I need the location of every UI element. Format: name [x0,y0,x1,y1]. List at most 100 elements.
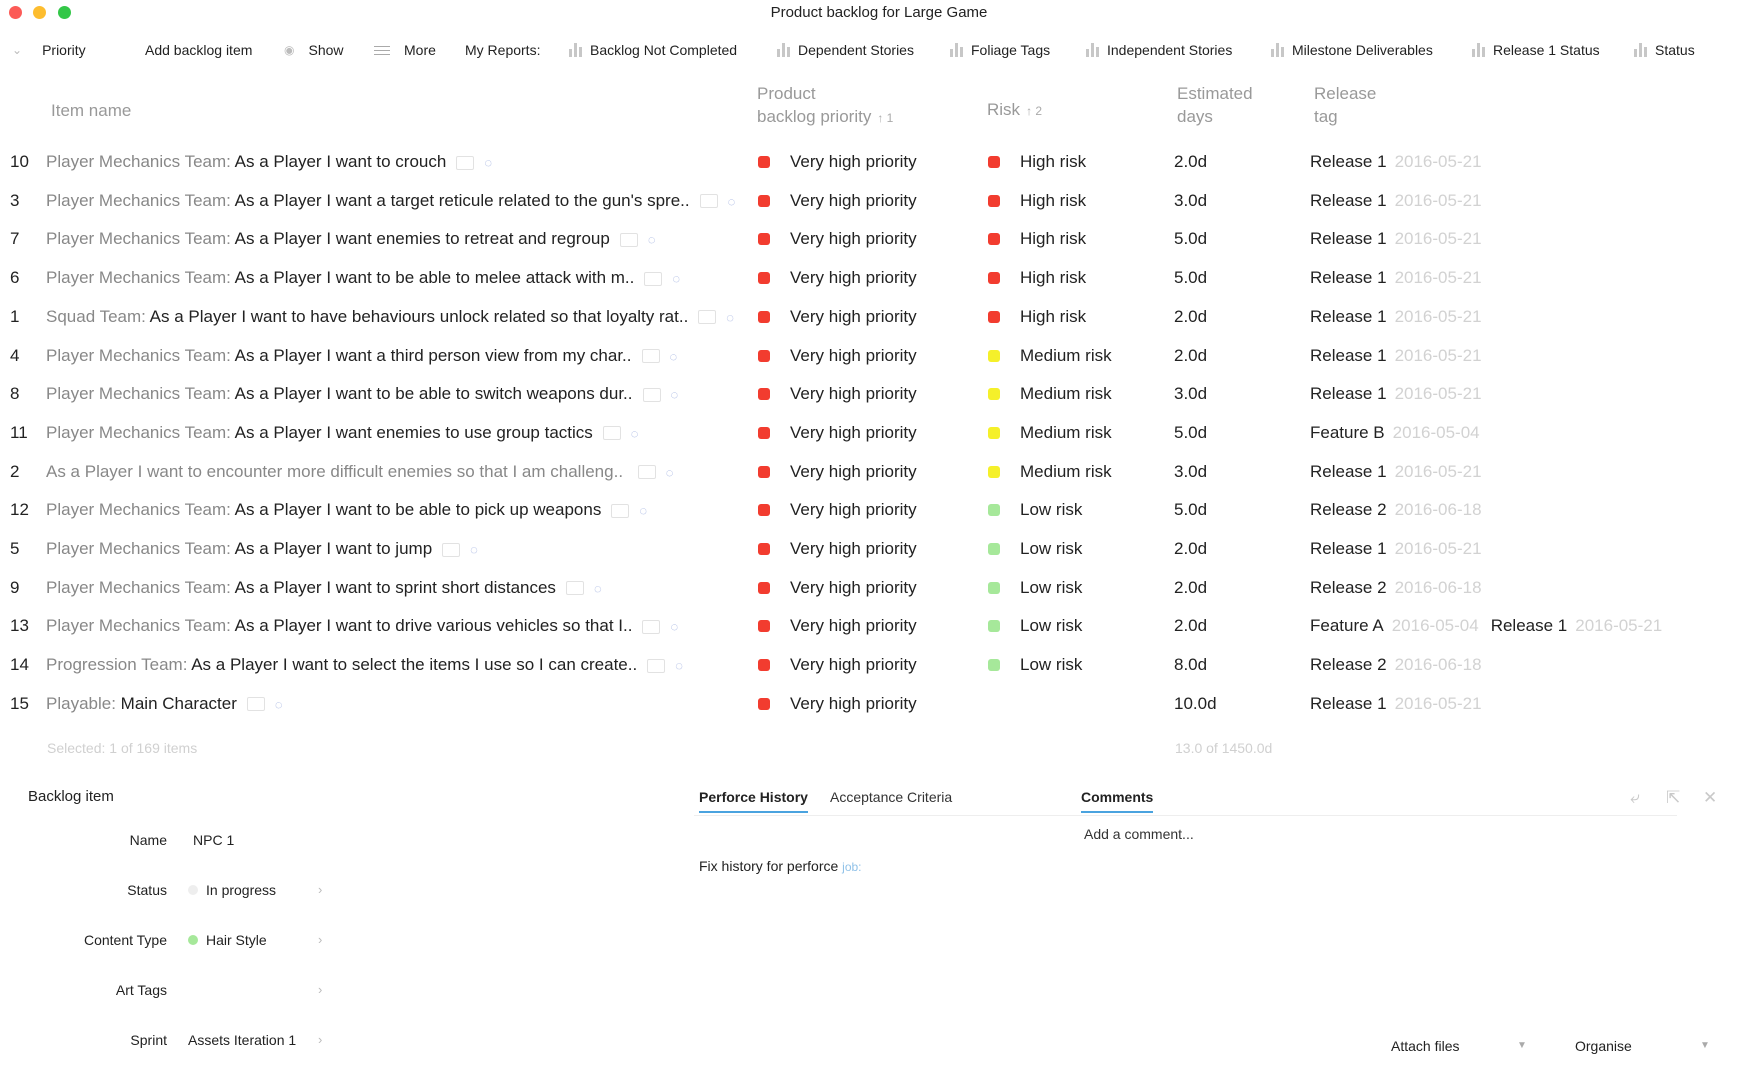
attachment-icon [642,619,661,634]
sync-icon: ◌ [670,619,679,635]
item-text: As a Player I want to be able to pick up… [234,500,602,520]
item-name: Player Mechanics Team: As a Player I wan… [46,346,736,366]
row-number: 1 [10,306,20,326]
risk-value: High risk [1020,229,1087,249]
priority-color-dot [758,465,770,478]
header-priority[interactable]: Product backlog priority ↑ 1 [757,82,893,130]
row-number: 15 [10,693,29,713]
table-row[interactable]: 6 Player Mechanics Team: As a Player I w… [0,258,1758,297]
table-row[interactable]: 9 Player Mechanics Team: As a Player I w… [0,568,1758,607]
chevron-right-icon[interactable]: › [318,932,323,947]
table-row[interactable]: 5 Player Mechanics Team: As a Player I w… [0,529,1758,568]
add-backlog-item-button[interactable]: Add backlog item [145,42,252,58]
risk-value: High risk [1020,306,1087,326]
table-row[interactable]: 15 Playable: Main Character ◌ Very high p… [0,684,1758,723]
content-type-field[interactable]: Hair Style [188,932,267,948]
row-number: 2 [10,461,20,481]
status-value: In progress [206,882,277,898]
table-row[interactable]: 7 Player Mechanics Team: As a Player I w… [0,219,1758,258]
priority-label: Priority [42,42,86,58]
report-status[interactable]: Status [1634,42,1695,58]
item-text: As a Player I want a third person view f… [234,345,632,365]
release-name: Release 1 [1310,539,1387,558]
report-foliage-tags[interactable]: Foliage Tags [950,42,1050,58]
report-release-1-status[interactable]: Release 1 Status [1472,42,1600,58]
chevron-right-icon[interactable]: › [318,982,323,997]
tab-comments[interactable]: Comments [1081,789,1154,813]
chevron-right-icon[interactable]: › [318,882,323,897]
popout-icon[interactable]: ⇱ [1666,788,1681,807]
attach-files-button[interactable]: Attach files [1391,1038,1460,1054]
sprint-field[interactable]: Assets Iteration 1 [188,1032,296,1048]
risk-color-dot [988,272,1000,285]
team-prefix: As a Player I want to encounter more dif… [46,461,624,481]
window-title: Product backlog for Large Game [770,4,988,21]
report-label: Milestone Deliverables [1292,42,1433,58]
table-row[interactable]: 10 Player Mechanics Team: As a Player I … [0,142,1758,181]
header-rel-line2: tag [1314,107,1338,126]
minimize-window-button[interactable] [33,6,46,19]
report-dependent-stories[interactable]: Dependent Stories [777,42,914,58]
chevron-right-icon[interactable]: › [318,1032,323,1047]
comment-input[interactable]: Add a comment... [1084,826,1194,842]
show-button[interactable]: ◉ Show [284,42,344,58]
chevron-down-icon[interactable]: ▼ [1517,1040,1527,1051]
risk-value: Low risk [1020,577,1083,597]
header-release-tag[interactable]: Release tag [1314,82,1376,128]
table-row[interactable]: 11 Player Mechanics Team: As a Player I … [0,413,1758,452]
sync-icon: ◌ [484,155,493,170]
header-risk[interactable]: Risk ↑ 2 [987,98,1042,123]
collapse-icon[interactable]: ⤶ [1630,788,1640,807]
item-text: As a Player I want enemies to use group … [234,422,593,442]
table-row[interactable]: 14 Progression Team: As a Player I want … [0,645,1758,684]
report-milestone-deliverables[interactable]: Milestone Deliverables [1271,42,1433,58]
risk-color-dot [988,465,1000,478]
release-name: Release 2 [1310,577,1387,597]
header-item-name[interactable]: Item name [51,101,132,120]
chevron-down-icon[interactable]: ▼ [1700,1040,1710,1051]
close-icon[interactable]: ✕ [1703,788,1718,807]
table-row[interactable]: 13 Player Mechanics Team: As a Player I … [0,606,1758,645]
tab-perforce-history[interactable]: Perforce History [699,789,808,813]
organise-button[interactable]: Organise [1575,1038,1632,1054]
priority-color-dot [758,543,770,555]
row-number: 9 [10,577,20,597]
report-backlog-not-completed[interactable]: Backlog Not Completed [569,42,737,58]
risk-color-dot [988,659,1000,672]
priority-dropdown[interactable]: ⌄ Priority [12,42,86,58]
zoom-window-button[interactable] [58,6,71,19]
sync-icon: ◌ [665,464,674,480]
risk-color-dot [988,620,1000,633]
risk-value: Medium risk [1020,345,1112,365]
report-independent-stories[interactable]: Independent Stories [1086,42,1232,58]
table-row[interactable]: 4 Player Mechanics Team: As a Player I w… [0,336,1758,375]
close-window-button[interactable] [9,6,22,19]
release-date: 2016-05-21 [1394,384,1482,404]
job-link[interactable]: job: [842,860,862,874]
header-estimated-days[interactable]: Estimated days [1177,82,1253,128]
table-row[interactable]: 12 Player Mechanics Team: As a Player I … [0,490,1758,529]
priority-value: Very high priority [790,461,917,481]
priority-color-dot [758,581,770,594]
tab-acceptance-criteria[interactable]: Acceptance Criteria [830,789,953,805]
release-name: Release 2 [1310,500,1387,520]
report-label: Independent Stories [1107,42,1233,58]
release-name: Release 1 [1310,306,1387,326]
bar-chart-icon [950,43,963,57]
status-field[interactable]: In progress [188,882,276,898]
more-button[interactable]: More [374,42,436,58]
risk-color-dot [988,543,1000,555]
table-row[interactable]: 8 Player Mechanics Team: As a Player I w… [0,374,1758,413]
bar-chart-icon [1086,43,1099,57]
risk-value: Low risk [1020,500,1083,520]
risk-color-dot [988,310,1000,323]
team-prefix: Player Mechanics Team: [46,616,231,636]
table-row[interactable]: 3 Player Mechanics Team: As a Player I w… [0,181,1758,220]
table-row[interactable]: 2 As a Player I want to encounter more d… [0,452,1758,491]
priority-color-dot [758,504,770,517]
priority-value: Very high priority [790,384,917,404]
name-field[interactable]: NPC 1 [193,832,234,848]
table-row[interactable]: 1 Squad Team: As a Player I want to have… [0,297,1758,336]
item-name: Player Mechanics Team: As a Player I wan… [46,578,736,598]
item-name: Player Mechanics Team: As a Player I wan… [46,384,736,404]
